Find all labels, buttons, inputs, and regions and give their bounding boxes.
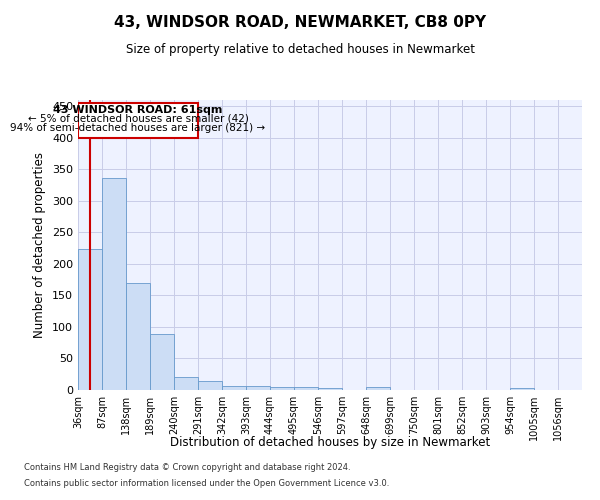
Bar <box>222 386 246 390</box>
Text: Contains public sector information licensed under the Open Government Licence v3: Contains public sector information licen… <box>24 478 389 488</box>
Bar <box>318 388 342 390</box>
Bar <box>294 387 318 390</box>
Bar <box>150 334 174 390</box>
Bar <box>78 103 198 138</box>
Bar <box>246 386 270 390</box>
Bar <box>270 387 294 390</box>
Bar <box>174 378 198 390</box>
Text: 94% of semi-detached houses are larger (821) →: 94% of semi-detached houses are larger (… <box>10 122 266 132</box>
Text: Size of property relative to detached houses in Newmarket: Size of property relative to detached ho… <box>125 42 475 56</box>
Text: 43, WINDSOR ROAD, NEWMARKET, CB8 0PY: 43, WINDSOR ROAD, NEWMARKET, CB8 0PY <box>114 15 486 30</box>
Text: 43 WINDSOR ROAD: 61sqm: 43 WINDSOR ROAD: 61sqm <box>53 105 223 115</box>
Bar <box>102 178 126 390</box>
Bar <box>366 388 390 390</box>
Text: Distribution of detached houses by size in Newmarket: Distribution of detached houses by size … <box>170 436 490 449</box>
Bar <box>510 388 534 390</box>
Bar <box>126 284 150 390</box>
Text: ← 5% of detached houses are smaller (42): ← 5% of detached houses are smaller (42) <box>28 114 248 124</box>
Text: Contains HM Land Registry data © Crown copyright and database right 2024.: Contains HM Land Registry data © Crown c… <box>24 464 350 472</box>
Bar <box>198 381 222 390</box>
Bar <box>78 249 102 390</box>
Y-axis label: Number of detached properties: Number of detached properties <box>34 152 46 338</box>
